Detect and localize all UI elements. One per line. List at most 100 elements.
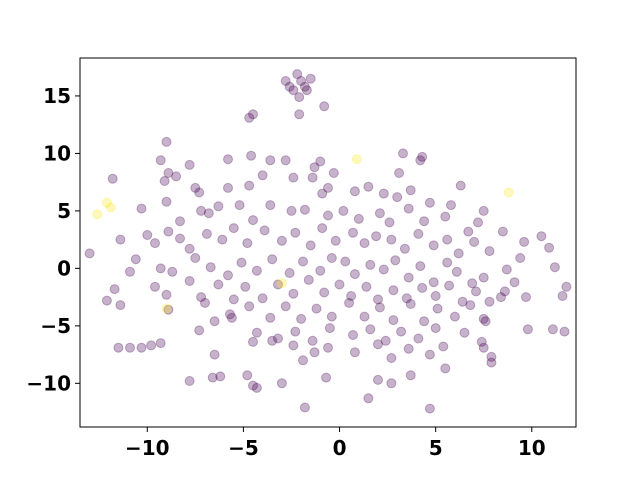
- scatter-point: [184, 276, 195, 286]
- scatter-point: [430, 291, 441, 301]
- axes-frame: [79, 57, 577, 428]
- scatter-point: [234, 200, 245, 211]
- scatter-point: [346, 291, 357, 301]
- scatter-point: [440, 211, 451, 222]
- scatter-point: [248, 215, 258, 226]
- scatter-point: [399, 243, 410, 254]
- scatter-point: [444, 280, 455, 291]
- scatter-point: [455, 180, 466, 191]
- scatter-point: [442, 257, 453, 268]
- scatter-point: [453, 248, 464, 259]
- scatter-point: [175, 233, 185, 244]
- scatter-point: [319, 101, 330, 112]
- scatter-point: [459, 327, 470, 338]
- scatter-point: [424, 349, 435, 360]
- x-tick-label: −5: [228, 436, 259, 460]
- scatter-point: [478, 272, 489, 283]
- scatter-point: [401, 293, 412, 304]
- scatter-point: [246, 150, 257, 161]
- scatter-point: [267, 254, 278, 265]
- scatter-point: [480, 316, 491, 327]
- x-tick-label: −10: [125, 436, 170, 460]
- scatter-point: [305, 73, 316, 84]
- scatter-point: [184, 243, 195, 254]
- scatter-point: [159, 176, 170, 186]
- scatter-point: [365, 259, 376, 270]
- scatter-point: [288, 172, 299, 183]
- x-tick-label: 10: [518, 436, 546, 460]
- scatter-point: [276, 278, 287, 289]
- scatter-point: [451, 266, 462, 277]
- scatter-point: [413, 333, 424, 344]
- scatter-point: [101, 197, 112, 208]
- scatter-point: [190, 253, 201, 263]
- scatter-point: [228, 223, 239, 234]
- scatter-point: [326, 253, 337, 263]
- scatter-point: [373, 294, 383, 305]
- y-axis: −10 −5 0 5 10 15: [26, 84, 80, 395]
- scatter-point: [338, 205, 349, 216]
- scatter-point: [280, 76, 291, 86]
- scatter-point: [292, 69, 303, 80]
- scatter-point: [496, 292, 506, 303]
- scatter-point: [544, 242, 555, 253]
- scatter-point: [446, 200, 456, 211]
- scatter-point: [265, 155, 276, 166]
- scatter-point: [105, 202, 116, 213]
- y-tick-label: 10: [43, 141, 71, 165]
- scatter-point: [413, 228, 424, 239]
- scatter-point: [228, 294, 239, 305]
- scatter-point: [457, 296, 468, 307]
- scatter-point: [374, 208, 385, 219]
- scatter-point: [209, 349, 220, 360]
- scatter-point: [430, 323, 441, 334]
- scatter-point: [396, 326, 407, 337]
- scatter-point: [417, 282, 428, 293]
- scatter-point: [273, 279, 283, 290]
- scatter-point: [84, 248, 95, 259]
- scatter-point: [424, 197, 435, 208]
- scatter-point: [294, 109, 305, 120]
- scatter-point: [521, 292, 531, 303]
- scatter-point: [92, 209, 103, 220]
- scatter-point: [142, 230, 153, 240]
- scatter-point: [244, 180, 255, 191]
- scatter-point: [240, 281, 251, 292]
- scatter-point: [161, 136, 172, 147]
- scatter-point: [305, 240, 316, 251]
- scatter-point: [288, 85, 299, 96]
- scatter-point: [465, 300, 476, 311]
- scatter-point: [484, 246, 495, 257]
- scatter-point: [428, 240, 439, 251]
- scatter-point: [248, 109, 258, 120]
- scatter-point: [405, 185, 416, 196]
- scatter-point: [299, 402, 310, 413]
- scatter-point: [321, 372, 332, 383]
- scatter-point: [236, 257, 247, 268]
- scatter-point: [359, 238, 370, 249]
- scatter-point: [288, 288, 299, 299]
- scatter-point: [225, 309, 235, 320]
- scatter-point: [442, 234, 453, 245]
- scatter-point: [519, 236, 530, 247]
- scatter-point: [348, 330, 358, 340]
- scatter-point: [115, 300, 126, 311]
- scatter-point: [130, 254, 141, 265]
- scatter-point: [280, 155, 291, 166]
- scatter-point: [107, 173, 118, 184]
- scatter-point: [161, 289, 172, 300]
- scatter-point: [467, 278, 478, 289]
- scatter-point: [515, 253, 526, 263]
- scatter-point: [323, 182, 333, 193]
- scatter-point: [307, 335, 318, 346]
- scatter-point: [251, 265, 262, 276]
- scatter-point: [386, 353, 397, 363]
- scatter-point: [217, 234, 228, 245]
- scatter-point: [503, 187, 514, 198]
- scatter-point: [522, 324, 533, 335]
- scatter-point: [388, 285, 399, 296]
- scatter-point: [478, 342, 489, 353]
- scatter-point: [213, 279, 224, 290]
- scatter-point: [449, 311, 460, 322]
- scatter-point: [267, 335, 278, 346]
